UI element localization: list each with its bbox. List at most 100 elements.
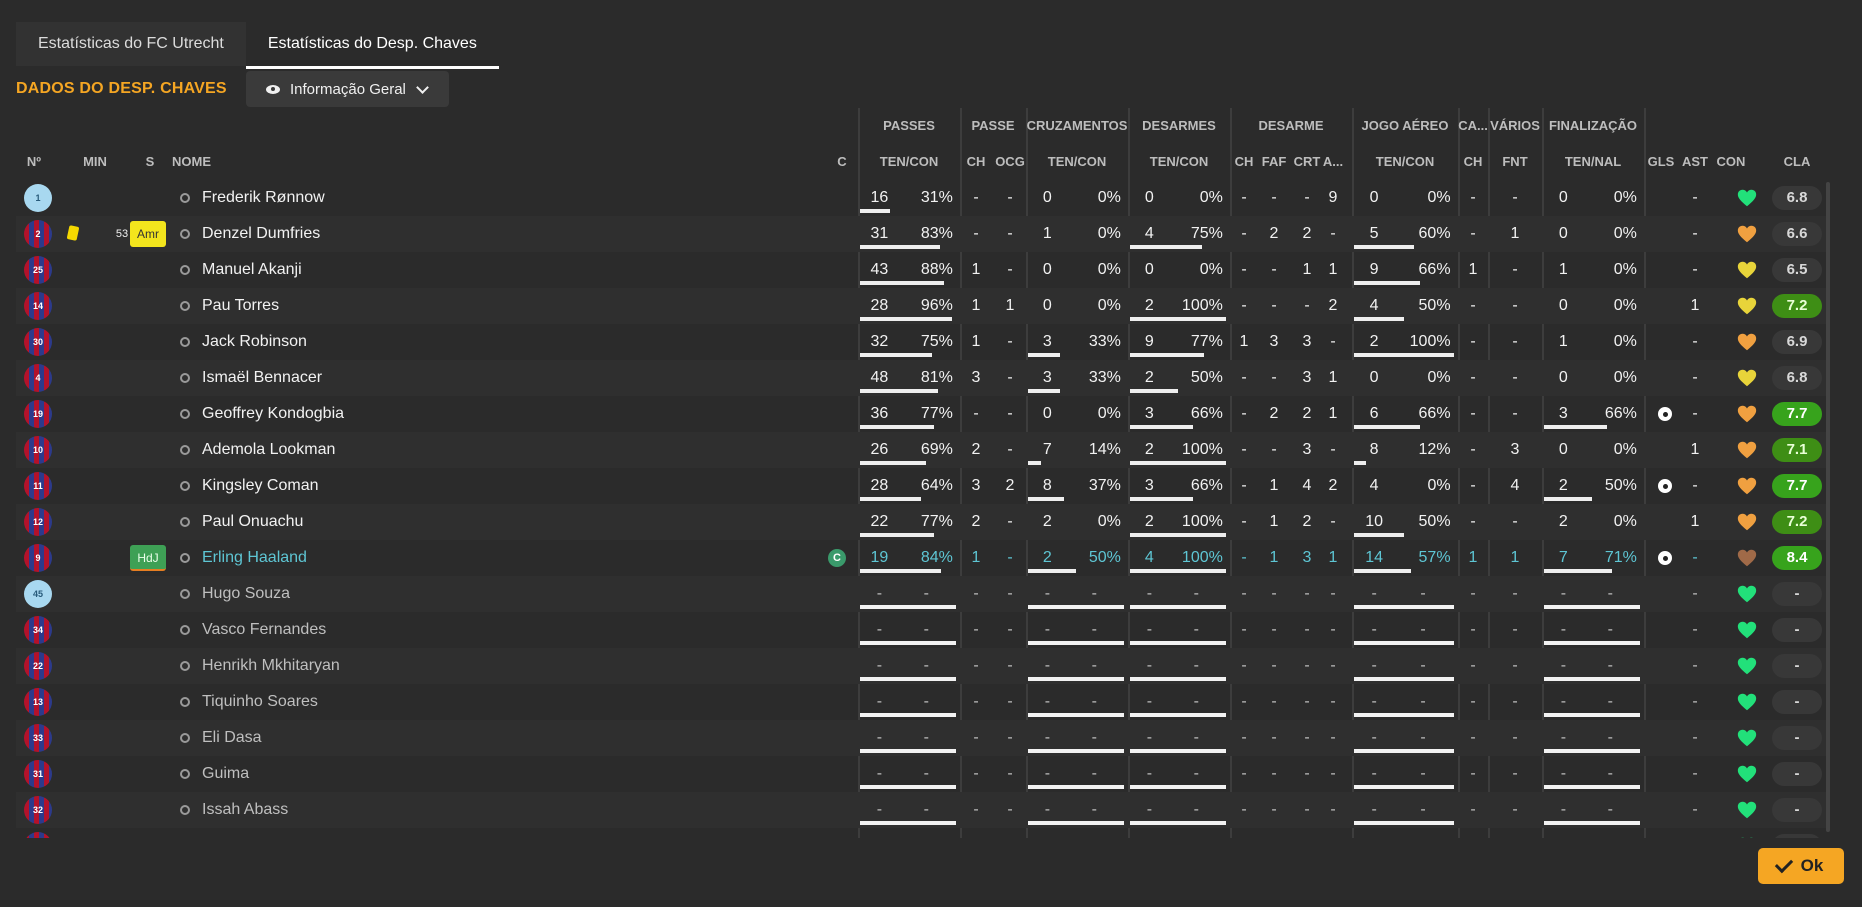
player-name[interactable]: Marvin Plattenhardt (202, 828, 602, 838)
column-header-s[interactable]: S (145, 154, 155, 169)
stat-value: - (1241, 513, 1247, 530)
empty-stat: - (1146, 693, 1153, 710)
column-subheader[interactable]: CON (1716, 154, 1746, 169)
column-subheader[interactable]: CH (1234, 154, 1254, 169)
player-name[interactable]: Paul Onuachu (202, 513, 304, 530)
column-header-no[interactable]: Nº (26, 154, 42, 169)
column-subheader[interactable]: CRT (1293, 154, 1321, 169)
empty-stat: - (876, 585, 883, 602)
player-name[interactable]: Manuel Akanji (202, 261, 302, 278)
table-row[interactable]: 14 Pau Torres 28 96% 1 1 0 0% 2 100% - - -2 4 50% - -0 0%… (16, 288, 1826, 324)
completion-percent: 0% (1613, 333, 1637, 350)
column-subheader[interactable]: A... (1322, 154, 1344, 169)
completion-bar-empty (1028, 785, 1124, 789)
empty-stat: - (1692, 729, 1698, 746)
player-name[interactable]: Guima (202, 765, 250, 782)
tab-desp-chaves-stats[interactable]: Estatísticas do Desp. Chaves (245, 22, 499, 69)
empty-stat: - (1271, 765, 1277, 782)
person-icon (180, 769, 190, 779)
table-row[interactable]: 33 Eli Dasa - - - - - - - - - - - - - - - - - - - - (16, 720, 1826, 756)
player-name[interactable]: Ismaël Bennacer (202, 369, 323, 386)
player-name[interactable]: Tiquinho Soares (202, 693, 318, 710)
table-row[interactable]: 32 Issah Abass - - - - - - - - - - - - - - - - - - - - (16, 792, 1826, 828)
column-divider (1026, 108, 1028, 838)
player-name[interactable]: Ademola Lookman (202, 441, 336, 458)
player-name[interactable]: Denzel Dumfries (202, 225, 321, 242)
completion-bar-empty (860, 749, 956, 753)
column-header-nome[interactable]: NOME (172, 154, 211, 169)
table-row[interactable]: 13 Tiquinho Soares - - - - - - - - - - - - - - - - - - - - (16, 684, 1826, 720)
table-row[interactable]: 25 Manuel Akanji 43 88% 1-0 0% 0 0% - -1 1 9 66% 1-1 0… (16, 252, 1826, 288)
completion-bar (860, 569, 941, 573)
column-subheader[interactable]: FNT (1502, 154, 1528, 169)
empty-stat: - (1371, 729, 1377, 746)
table-row[interactable]: 4 Ismaël Bennacer 48 81% 3-3 33% 2 50% - -3 1 0 0% - -… (16, 360, 1826, 396)
attempts-value: 0 (1558, 225, 1568, 242)
attempts-value: 3 (1144, 405, 1154, 422)
player-name[interactable]: Issah Abass (202, 801, 289, 818)
table-scrollbar[interactable] (1826, 182, 1830, 832)
column-subheader[interactable]: FAF (1261, 154, 1287, 169)
stat-value: 9 (1328, 189, 1338, 206)
column-subheader[interactable]: TEN/NAL (1564, 154, 1622, 169)
column-subheader[interactable]: TEN/CON (1375, 154, 1435, 169)
column-subheader[interactable]: CLA (1783, 154, 1811, 169)
tab-bar: Estatísticas do FC Utrecht Estatísticas … (16, 22, 499, 70)
column-header-min[interactable]: MIN (83, 154, 107, 169)
column-subheader[interactable]: GLS (1647, 154, 1675, 169)
table-row[interactable]: 9 HdJ Erling Haaland C 19 84% 1-2 50% 4 100% -1 3 1 1… (16, 540, 1826, 576)
empty-stat: - (923, 801, 929, 818)
empty-stat: - (1371, 765, 1377, 782)
table-row[interactable]: Marvin Plattenhardt-------------------- (16, 828, 1826, 838)
empty-stat: - (1044, 657, 1051, 674)
completion-percent: 75% (1190, 225, 1223, 242)
player-name[interactable]: Erling Haaland (202, 549, 307, 566)
table-row[interactable]: 12 Paul Onuachu 22 77% 2-2 0% 2 100% -1 2-10 50% - -… (16, 504, 1826, 540)
table-row[interactable]: 10 Ademola Lookman 26 69% 2-7 14% 2 100% - -3-8 12… (16, 432, 1826, 468)
table-row[interactable]: 1 Frederik Rønnow 16 31% - - 0 0% 0 0% - - - 9 0 0% - - 0 0… (16, 180, 1826, 216)
player-name[interactable]: Eli Dasa (202, 729, 262, 746)
table-row[interactable]: 22 Henrikh Mkhitaryan - - - - - - - - - - - - - - - - - - - - (16, 648, 1826, 684)
empty-stat: - (1007, 765, 1013, 782)
condition-heart-icon (1741, 837, 1753, 838)
player-name[interactable]: Vasco Fernandes (202, 621, 327, 638)
empty-stat: - (1607, 729, 1613, 746)
completion-bar (1028, 389, 1060, 393)
column-subheader[interactable]: AST (1682, 154, 1708, 169)
column-divider (960, 108, 962, 838)
match-rating: - (1772, 762, 1822, 786)
table-row[interactable]: 19 Geoffrey Kondogbia 36 77% - -0 0% 3 66% -2 2 1 6 6… (16, 396, 1826, 432)
player-name[interactable]: Hugo Souza (202, 585, 291, 602)
player-name[interactable]: Jack Robinson (202, 333, 307, 350)
table-row[interactable]: 30 Jack Robinson 32 75% 1 - 3 33% 9 77% 1 3 3 - 2 100% -… (16, 324, 1826, 360)
player-name[interactable]: Kingsley Coman (202, 477, 319, 494)
player-name[interactable]: Pau Torres (202, 297, 280, 314)
attempts-value: 6 (1369, 405, 1379, 422)
player-name[interactable]: Henrikh Mkhitaryan (202, 657, 340, 674)
completion-percent: 50% (1418, 513, 1451, 530)
completion-bar (1028, 569, 1076, 573)
match-rating: 7.7 (1772, 474, 1822, 498)
view-selector-dropdown[interactable]: Informação Geral (246, 71, 449, 107)
empty-stat: - (923, 621, 929, 638)
column-subheader[interactable]: TEN/CON (879, 154, 939, 169)
table-row[interactable]: 11 Kingsley Coman 28 64% 3 2 8 37% 3 66% -1 4 2 4 0% -4… (16, 468, 1826, 504)
column-subheader[interactable]: TEN/CON (1047, 154, 1107, 169)
table-row[interactable]: 45 Hugo Souza - - - - - - - - - - - - - - - - - - - - (16, 576, 1826, 612)
ok-button[interactable]: Ok (1758, 848, 1844, 884)
table-row[interactable]: 34 Vasco Fernandes - - - - - - - - - - - - - - - - - - - - (16, 612, 1826, 648)
empty-stat: - (1330, 729, 1336, 746)
table-row[interactable]: 2 53 Amr Denzel Dumfries 31 83% - - 1 0% 4 75% - 2 2 - 5… (16, 216, 1826, 252)
column-subheader[interactable]: CH (966, 154, 986, 169)
column-subheader[interactable]: CH (1463, 154, 1483, 169)
player-name[interactable]: Geoffrey Kondogbia (202, 405, 345, 422)
column-subheader[interactable]: TEN/CON (1149, 154, 1209, 169)
completion-bar-empty (860, 821, 956, 825)
stat-value: - (1470, 369, 1476, 386)
column-subheader[interactable]: OCG (995, 154, 1025, 169)
attempts-value: 14 (1365, 549, 1384, 566)
table-row[interactable]: 31 Guima - - - - - - - - - - - - - - - - - - - - (16, 756, 1826, 792)
column-header-c[interactable]: C (837, 154, 847, 169)
player-name[interactable]: Frederik Rønnow (202, 189, 325, 206)
tab-fc-utrecht-stats[interactable]: Estatísticas do FC Utrecht (16, 22, 246, 66)
